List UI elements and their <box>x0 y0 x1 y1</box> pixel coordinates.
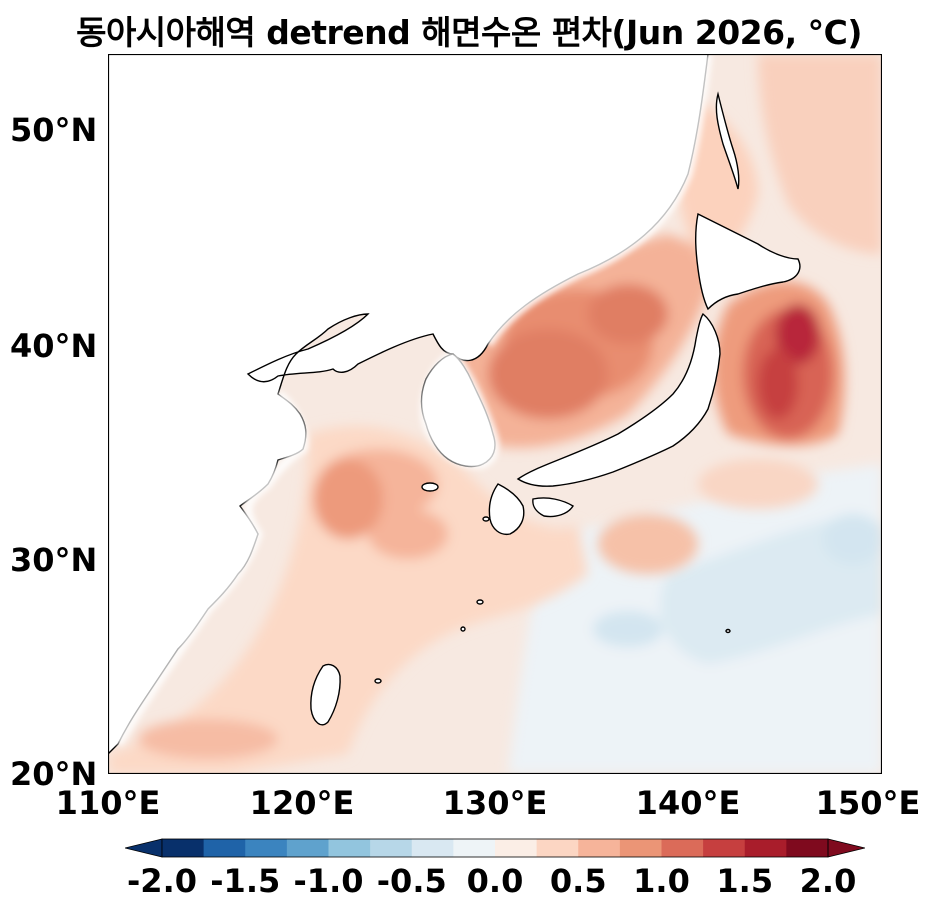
colorbar-frame <box>161 838 829 858</box>
colorbar-swatch <box>162 839 205 857</box>
colorbar-swatch <box>411 839 454 857</box>
colorbar-tick-label: -0.5 <box>376 862 447 900</box>
map-frame <box>108 54 882 774</box>
colorbar-swatch <box>495 839 538 857</box>
x-tick-label: 110°E <box>55 784 161 822</box>
colorbar <box>125 838 865 858</box>
colorbar-swatch <box>245 839 288 857</box>
y-tick-label: 20°N <box>10 755 98 793</box>
colorbar-tick-label: -2.0 <box>127 862 197 900</box>
y-tick-label: 50°N <box>10 111 98 149</box>
colorbar-swatch <box>744 839 787 857</box>
colorbar-swatch <box>619 839 662 857</box>
coastal-mask <box>114 54 713 747</box>
y-tick-label: 30°N <box>10 541 98 579</box>
sst-anomaly-map <box>108 54 882 774</box>
colorbar-swatch <box>370 839 413 857</box>
colorbar-swatch <box>453 839 496 857</box>
colorbar-tick-label: 0.5 <box>549 862 607 900</box>
colorbar-swatch <box>786 839 829 857</box>
x-tick-label: 130°E <box>442 784 548 822</box>
colorbar-swatch <box>536 839 579 857</box>
colorbar-swatch <box>203 839 246 857</box>
colorbar-swatch <box>328 839 371 857</box>
map-title: 동아시아해역 detrend 해면수온 편차(Jun 2026, °C) <box>76 13 862 52</box>
y-tick-label: 40°N <box>10 327 98 365</box>
x-tick-label: 150°E <box>815 784 921 822</box>
x-tick-label: 120°E <box>249 784 355 822</box>
colorbar-swatch <box>661 839 704 857</box>
colorbar-tick-label: -1.0 <box>293 862 364 900</box>
colorbar-tick-label: 0.0 <box>466 862 524 900</box>
colorbar-tick-label: -1.5 <box>210 862 281 900</box>
x-tick-label: 140°E <box>635 784 741 822</box>
colorbar-swatch <box>703 839 746 857</box>
warm-anomaly-zones <box>108 54 882 774</box>
colorbar-extend-low <box>125 838 163 858</box>
colorbar-tick-label: 2.0 <box>799 862 857 900</box>
colorbar-tick-label: 1.0 <box>633 862 690 900</box>
colorbar-swatch <box>286 839 329 857</box>
colorbar-swatch <box>578 839 621 857</box>
colorbar-extend-high <box>827 838 865 858</box>
colorbar-tick-label: 1.5 <box>716 862 774 900</box>
